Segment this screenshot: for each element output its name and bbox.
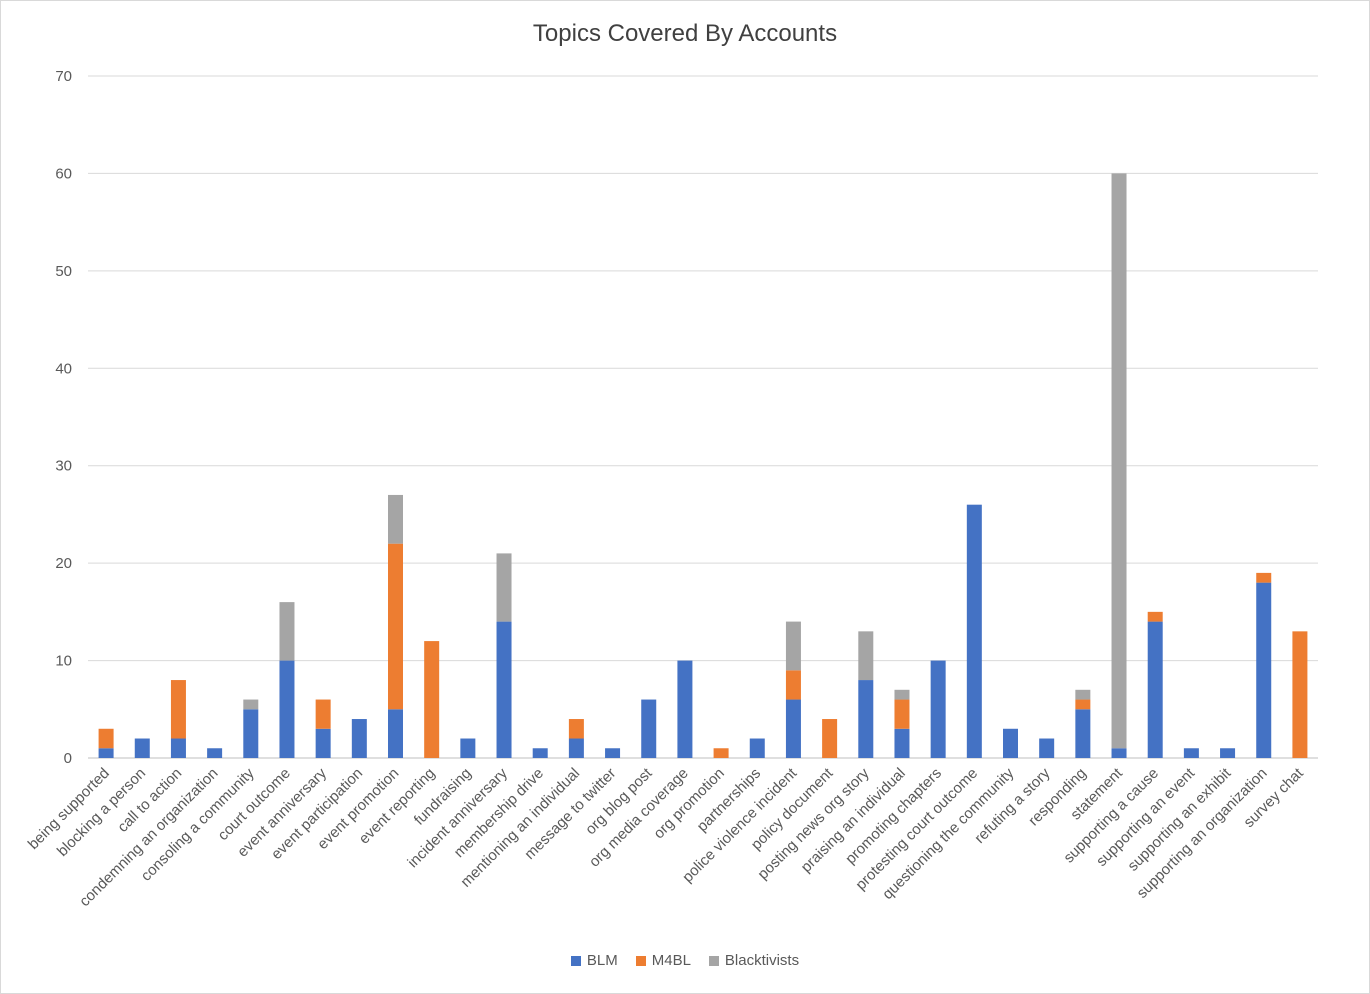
bar-segment-blacktivists [858,631,874,681]
bar-segment-m4bl [388,543,403,710]
chart-legend: BLM M4BL Blacktivists [0,952,1370,969]
bar-segment-blm [930,660,946,758]
bar-segment-blm [279,660,295,758]
bar-segment-blm [351,719,367,758]
bar-segment-blm [98,748,114,758]
legend-label: M4BL [651,952,691,969]
legend-label: BLM [586,952,618,969]
bar-segment-blm [388,709,403,758]
bar-segment-blm [1220,748,1236,758]
bar-segment-blm [641,699,657,758]
legend-item: M4BL [635,952,691,969]
bar-segment-blm [134,738,150,758]
legend-swatch [570,955,581,966]
bar-segment-blm [785,699,801,758]
bar-segment-blm [460,738,476,758]
y-tick-label: 70 [55,68,72,85]
bar-segment-blacktivists [496,553,512,622]
bar-segment-blm [605,748,621,758]
bar-segment-blm [243,709,259,758]
bar-segment-blacktivists [243,699,259,710]
legend-swatch [708,955,719,966]
legend-item: BLM [570,952,618,969]
bar-segment-m4bl [1147,611,1163,622]
y-tick-label: 10 [55,653,72,670]
bar-segment-blm [1111,748,1127,758]
bar-segment-m4bl [568,719,584,739]
bar-segment-m4bl [315,699,331,729]
bar-segment-blacktivists [388,494,403,544]
chart-title: Topics Covered By Accounts [532,20,838,47]
bar-segment-m4bl [1256,572,1272,583]
bar-segment-blacktivists [785,621,801,671]
y-tick-label: 30 [55,458,72,475]
y-tick-label: 20 [55,555,72,572]
bar-segment-blacktivists [1075,689,1091,700]
bar-segment-m4bl [1075,699,1091,710]
bar-segment-blm [749,738,765,758]
bar-segment-m4bl [822,719,838,758]
bar-segment-blm [966,504,982,758]
bar-segment-blacktivists [894,689,910,700]
legend-swatch [635,955,646,966]
bar-segment-blm [1147,621,1163,758]
bar-segment-m4bl [170,680,186,739]
bar-segment-blm [170,738,186,758]
bar-segment-m4bl [98,728,114,749]
bar-segment-blm [894,728,910,758]
bar-segment-blm [677,660,693,758]
bar-segment-blacktivists [279,602,295,661]
bar-segment-blm [1183,748,1199,758]
bar-segment-blm [207,748,223,758]
bar-segment-m4bl [1292,631,1308,758]
y-tick-label: 60 [55,165,72,182]
bar-segment-blm [1075,709,1091,758]
bar-segment-blm [1256,582,1272,758]
bar-segment-blm [568,738,584,758]
y-tick-label: 0 [64,750,72,767]
bar-segment-m4bl [713,748,729,758]
y-tick-label: 40 [55,360,72,377]
bar-segment-m4bl [894,699,910,729]
bar-segment-blm [496,621,512,758]
bar-segment-blacktivists [1111,173,1127,749]
bar-segment-m4bl [785,670,801,700]
legend-label: Blacktivists [724,952,800,969]
bar-segment-blm [1039,738,1055,758]
legend-item: Blacktivists [708,952,800,969]
bar-segment-m4bl [424,641,440,758]
bar-segment-blm [532,748,548,758]
y-tick-label: 50 [55,263,72,280]
bar-segment-blm [858,680,874,758]
bar-segment-blm [315,728,331,758]
bar-segment-blm [1003,728,1018,758]
